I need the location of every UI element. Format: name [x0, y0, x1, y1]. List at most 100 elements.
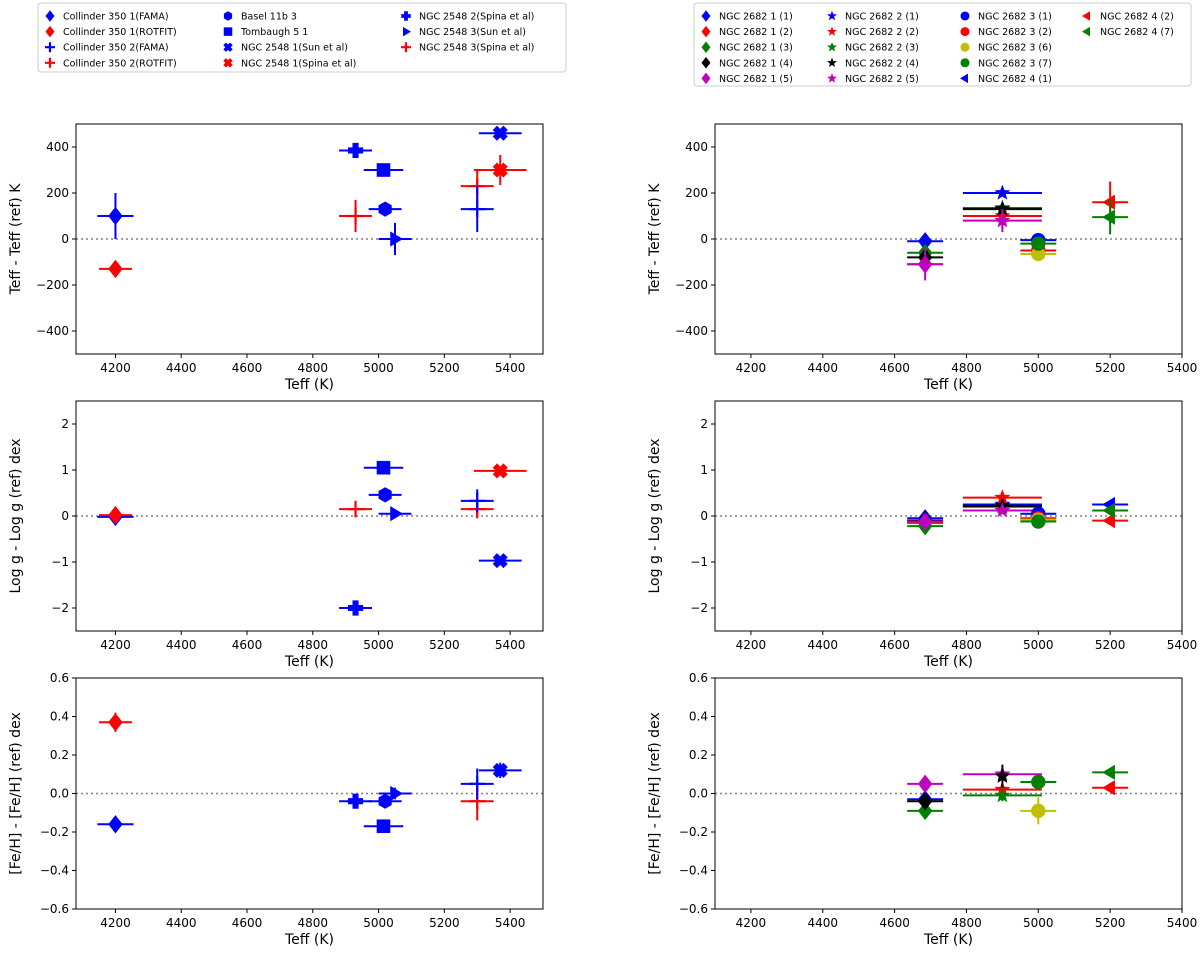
x-axis-label: Teff (K): [923, 654, 973, 670]
y-tick-label: −200: [36, 278, 69, 292]
marker-xfilled: [492, 125, 508, 141]
y-tick-label: 0.0: [689, 787, 708, 801]
x-tick-label: 5400: [495, 361, 526, 375]
legend-entry: NGC 2682 1 (1): [701, 10, 793, 23]
x-tick-label: 5000: [1023, 916, 1054, 930]
legend-label: NGC 2682 3 (6): [978, 43, 1052, 54]
legend-label: NGC 2682 2 (4): [845, 58, 919, 69]
marker-circle: [1031, 774, 1046, 790]
marker-square: [376, 819, 391, 834]
marker-xfilled: [492, 762, 508, 778]
x-tick-label: 4800: [951, 638, 982, 652]
x-tick-label: 4800: [298, 916, 329, 930]
legend-left: Collinder 350 1(FAMA) Collinder 350 1(ROT…: [37, 2, 567, 73]
panel-feh-left: 4200 4400 4600 4800 5000 5200 5400 −0.6 −0.4 −0.2…: [8, 671, 544, 948]
panel-teff-right: 4200 4400 4600 4800 5000 5200 5400 −400 −200 0 200…: [647, 123, 1198, 393]
y-tick-label: 0.2: [50, 748, 69, 762]
legend-marker-tri_left: [1082, 26, 1090, 37]
marker-tri_left: [1102, 780, 1115, 796]
marker-diamond: [108, 713, 123, 732]
data-point: [907, 792, 944, 811]
x-axis-label: Teff (K): [284, 377, 334, 393]
marker-diamond: [917, 801, 933, 821]
marker-circle: [1031, 803, 1046, 819]
legend-entry: NGC 2682 2 (5): [827, 73, 919, 85]
y-tick-label: 200: [685, 186, 708, 200]
y-tick-label: 0: [700, 232, 708, 246]
legend-marker-star: [827, 10, 837, 21]
x-tick-label: 4600: [879, 361, 910, 375]
legend-label: NGC 2682 2 (2): [845, 27, 919, 38]
legend-label: NGC 2548 3(Spina et al): [419, 43, 534, 54]
x-tick-label: 5200: [1095, 638, 1126, 652]
legend-marker-star: [827, 57, 837, 68]
data-point: [962, 502, 1042, 518]
data-point: [907, 232, 944, 251]
x-tick-label: 4200: [736, 638, 767, 652]
y-tick-label: −1: [51, 555, 69, 569]
y-tick-label: −0.2: [40, 825, 69, 839]
data-point: [368, 793, 402, 809]
data-point: [962, 787, 1042, 803]
legend-frame: [693, 2, 1192, 87]
marker-star: [994, 502, 1011, 518]
legend-marker-star: [827, 26, 837, 36]
panel-logg-right: 4200 4400 4600 4800 5000 5200 5400 −2 −1 0 1 2 Teff …: [647, 400, 1198, 670]
x-tick-label: 5400: [1167, 361, 1198, 375]
y-tick-label: −0.4: [679, 864, 708, 878]
marker-xfilled: [492, 162, 508, 178]
legend-entry: NGC 2548 3(Spina et al): [401, 42, 534, 54]
x-tick-label: 4400: [807, 916, 838, 930]
legend-entry: NGC 2682 4 (2): [1082, 11, 1174, 23]
x-tick-label: 4800: [298, 361, 329, 375]
data-point: [478, 762, 522, 779]
marker-diamond: [917, 774, 933, 794]
x-tick-label: 5000: [363, 361, 394, 375]
y-tick-label: 400: [685, 140, 708, 154]
x-tick-label: 4800: [951, 916, 982, 930]
legend-label: NGC 2682 1 (2): [719, 27, 793, 38]
x-tick-label: 4200: [736, 916, 767, 930]
x-tick-label: 5400: [1167, 638, 1198, 652]
legend-marker-diamond: [45, 10, 55, 22]
y-tick-label: 2: [61, 417, 69, 431]
marker-xfilled: [492, 553, 508, 569]
legend-entry: NGC 2682 4 (1): [960, 73, 1052, 85]
legend-marker-star: [827, 41, 837, 52]
legend-marker-circle: [960, 27, 970, 37]
data-point: [962, 184, 1042, 200]
legend-marker-xfilled: [223, 58, 233, 68]
x-tick-label: 4800: [298, 638, 329, 652]
data-point: [907, 248, 944, 281]
marker-plusfilled: [347, 142, 364, 159]
data-point: [994, 764, 1011, 788]
legend-label: NGC 2682 4 (7): [1100, 27, 1174, 38]
legend-label: NGC 2548 1(Spina et al): [241, 58, 356, 69]
legend-label: NGC 2682 4 (2): [1100, 12, 1174, 23]
legend-entry: Tombaugh 5 1: [223, 27, 308, 38]
marker-plusfilled: [347, 600, 364, 616]
legend-marker-diamond: [701, 57, 711, 69]
y-tick-label: −0.2: [679, 825, 708, 839]
legend-entry: Collinder 350 2(ROTFIT): [45, 57, 177, 69]
legend-label: NGC 2682 1 (3): [719, 43, 793, 54]
marker-tri_left: [1102, 513, 1115, 529]
marker-tri_up: [469, 775, 486, 792]
legend-label: NGC 2682 1 (5): [719, 74, 793, 85]
marker-tri_up: [347, 208, 364, 224]
data-point: [1020, 774, 1057, 790]
y-tick-label: −0.4: [40, 864, 69, 878]
x-tick-label: 5200: [429, 361, 460, 375]
panel-logg-left: 4200 4400 4600 4800 5000 5200 5400 −2 −1 0 1 2 Teff …: [8, 400, 544, 670]
x-axis-label: Teff (K): [923, 377, 973, 393]
legend-frame: [37, 2, 567, 73]
marker-diamond: [917, 512, 933, 531]
marker-plusfilled: [347, 793, 364, 809]
marker-hexagon: [378, 487, 392, 503]
x-tick-label: 4600: [232, 361, 263, 375]
x-axis-label: Teff (K): [923, 932, 973, 948]
y-tick-label: 1: [700, 463, 708, 477]
legend-entry: NGC 2682 2 (1): [827, 10, 919, 23]
marker-circle: [1031, 246, 1046, 262]
x-tick-label: 5400: [495, 916, 526, 930]
